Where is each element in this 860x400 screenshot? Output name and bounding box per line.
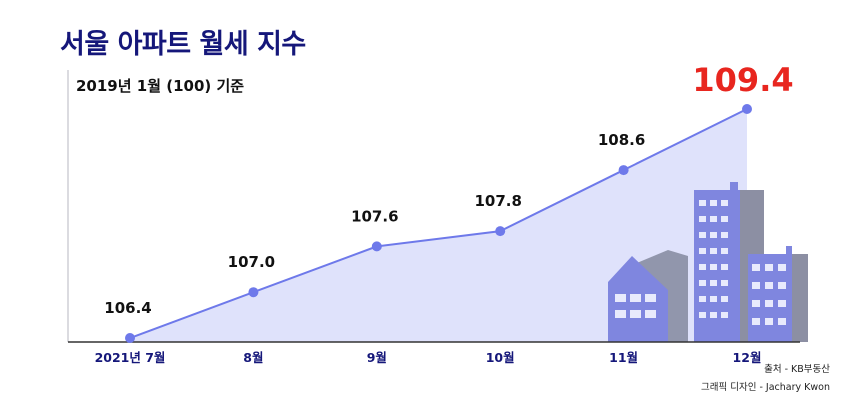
data-label: 107.0 (228, 253, 275, 271)
x-tick-labels: 2021년 7월 8월 9월 10월 11월 12월 (95, 350, 762, 365)
x-tick-label: 9월 (367, 350, 387, 365)
chart-subtitle: 2019년 1월 (100) 기준 (76, 77, 245, 95)
x-tick-label: 2021년 7월 (95, 350, 166, 365)
series-line (129, 108, 748, 339)
data-point (495, 226, 506, 237)
line-layer (125, 104, 752, 343)
area-layer (130, 109, 747, 342)
area-fill (130, 109, 747, 342)
data-label: 107.8 (474, 192, 521, 210)
data-label: 108.6 (598, 131, 645, 149)
chart-title: 서울 아파트 월세 지수 (60, 29, 306, 60)
data-labels: 106.4 107.0 107.6 107.8 108.6 109.4 (104, 61, 793, 317)
data-point (618, 165, 629, 176)
x-tick-label: 11월 (609, 350, 638, 365)
x-tick-label: 8월 (243, 350, 263, 365)
x-tick-label: 10월 (486, 350, 515, 365)
data-point (742, 104, 752, 114)
data-label: 106.4 (104, 299, 151, 317)
data-point (371, 241, 382, 252)
data-label-highlight: 109.4 (692, 61, 793, 99)
buildings-illustration (608, 182, 808, 342)
data-point (125, 333, 135, 343)
data-label: 107.6 (351, 207, 398, 225)
data-point (248, 287, 259, 298)
source-text: 출처 - KB부동산 (764, 364, 830, 375)
x-tick-label: 12월 (733, 350, 762, 365)
design-credit: 그래픽 디자인 - Jachary Kwon (701, 382, 830, 393)
source-note: 출처 - KB부동산 그래픽 디자인 - Jachary Kwon (701, 361, 830, 397)
